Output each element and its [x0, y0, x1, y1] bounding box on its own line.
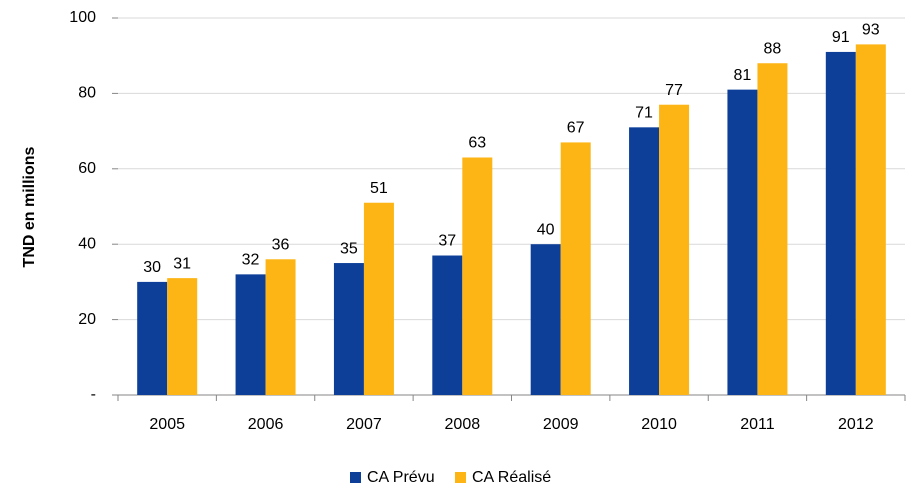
legend-swatch	[455, 472, 466, 483]
bar	[629, 127, 660, 395]
value-label: 31	[173, 255, 191, 272]
x-tick-label: 2009	[543, 416, 579, 433]
bar	[659, 104, 690, 396]
y-tick-label: 60	[78, 160, 96, 177]
bar	[530, 244, 561, 395]
y-tick-label: 80	[78, 85, 96, 102]
bar	[757, 63, 788, 396]
value-label: 91	[832, 29, 850, 46]
value-label: 71	[635, 105, 653, 122]
bar	[235, 274, 266, 395]
value-label: 37	[438, 233, 456, 250]
value-label: 35	[340, 240, 358, 257]
value-label: 93	[862, 22, 880, 39]
value-label: 32	[242, 252, 260, 269]
x-tick-label: 2006	[248, 416, 284, 433]
bar	[363, 202, 394, 395]
value-label: 63	[468, 135, 486, 152]
bar	[855, 44, 886, 395]
value-label: 40	[537, 221, 555, 238]
bar	[462, 157, 493, 395]
bar	[265, 259, 296, 395]
y-tick-label: 100	[69, 9, 96, 26]
bar	[137, 281, 168, 395]
x-tick-label: 2005	[149, 416, 185, 433]
x-tick-label: 2011	[740, 416, 775, 433]
bar	[167, 278, 198, 395]
y-axis-title: TND en millions	[21, 146, 38, 267]
value-label: 67	[567, 120, 585, 137]
value-label: 88	[764, 40, 782, 57]
y-tick-label: 40	[78, 235, 96, 252]
x-tick-label: 2007	[346, 416, 382, 433]
value-label: 30	[143, 259, 161, 276]
bar	[333, 263, 364, 395]
value-label: 77	[665, 82, 683, 99]
x-tick-label: 2008	[445, 416, 481, 433]
legend-label: CA Réalisé	[472, 469, 551, 486]
bar	[825, 51, 856, 396]
x-tick-label: 2010	[641, 416, 677, 433]
bar	[432, 255, 463, 395]
legend-label: CA Prévu	[367, 469, 435, 486]
value-label: 36	[272, 236, 290, 253]
y-tick-label: -	[91, 386, 96, 403]
legend-swatch	[350, 472, 361, 483]
bar	[560, 142, 591, 395]
value-label: 51	[370, 180, 388, 197]
bar	[727, 89, 758, 395]
y-tick-label: 20	[78, 311, 96, 328]
x-tick-label: 2012	[838, 416, 874, 433]
value-label: 81	[734, 67, 752, 84]
